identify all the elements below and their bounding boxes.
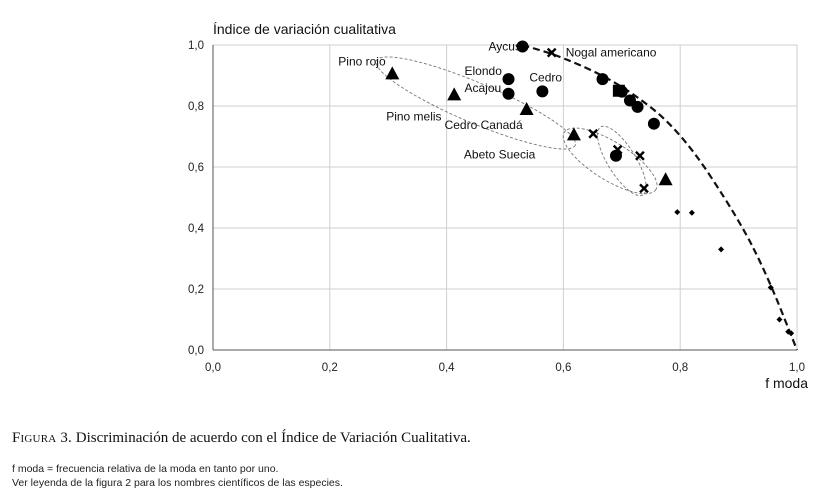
y-tick-label: 1,0 xyxy=(188,40,204,52)
point-labels: Aycus Nogal americano Pino rojo Elondo Cedro… xyxy=(338,40,656,162)
cross-stroke xyxy=(635,150,645,161)
group-ellipse xyxy=(562,127,658,195)
diamond-marker xyxy=(688,209,695,216)
cross-marker xyxy=(546,47,557,58)
circle-marker xyxy=(502,73,515,86)
theoretical-curve xyxy=(522,43,799,351)
grid xyxy=(213,44,798,350)
x-tick-label: 0,0 xyxy=(205,362,221,374)
x-axis-label: f moda xyxy=(765,375,808,391)
figure-caption-label: Figura 3. xyxy=(12,430,72,446)
cross-marker xyxy=(612,144,623,155)
point-label: Acajou xyxy=(465,81,502,95)
point-label: Abeto Suecia xyxy=(464,147,536,161)
x-tick-label: 0,4 xyxy=(439,362,456,374)
triangle-marker xyxy=(447,87,462,101)
figure-caption: Figura 3. Discriminación de acuerdo con … xyxy=(12,430,812,447)
cross-stroke xyxy=(588,128,599,139)
x-tick-label: 0,2 xyxy=(322,362,338,374)
point-label: Nogal americano xyxy=(566,46,657,60)
point-label: Pino melis xyxy=(386,109,441,123)
triangle-marker xyxy=(385,66,400,80)
note-legend-reference: Ver leyenda de la figura 2 para los nomb… xyxy=(12,477,343,489)
diamond-marker xyxy=(674,209,681,216)
triangle-marker xyxy=(566,127,581,141)
circle-marker xyxy=(631,100,644,113)
triangle-marker xyxy=(519,102,534,116)
triangle-marker xyxy=(658,172,673,186)
figure-caption-text: Discriminación de acuerdo con el Índice … xyxy=(75,430,471,446)
group-ellipses xyxy=(375,56,658,197)
circle-marker xyxy=(596,73,609,86)
cross-stroke xyxy=(546,47,557,58)
cross-marker xyxy=(639,183,649,194)
y-tick-label: 0,4 xyxy=(188,223,205,235)
square-marker xyxy=(612,84,625,97)
cross-stroke xyxy=(639,183,649,194)
data-points xyxy=(385,40,795,337)
y-tick-label: 0,6 xyxy=(188,162,204,174)
theoretical-curve-group xyxy=(522,43,799,351)
cross-marker xyxy=(588,128,599,139)
group-ellipse xyxy=(375,56,576,150)
group-ellipse xyxy=(597,125,647,197)
point-label: Pino rojo xyxy=(338,54,386,68)
circle-marker xyxy=(647,117,660,130)
note-f-moda: f moda = frecuencia relativa de la moda … xyxy=(12,463,279,475)
axes: 0,0 0,2 0,4 0,6 0,8 1,0 0,0 0,2 0,4 0,6 0,8 1,0 xyxy=(188,40,805,374)
cross-marker xyxy=(635,150,645,161)
point-label: Aycus xyxy=(489,40,521,54)
circle-marker xyxy=(502,87,515,100)
cross-stroke xyxy=(612,144,623,155)
point-label: Cedro xyxy=(529,70,562,84)
x-tick-label: 1,0 xyxy=(789,362,805,374)
x-tick-label: 0,8 xyxy=(672,362,688,374)
diamond-marker xyxy=(788,330,795,337)
diamond-marker xyxy=(776,316,783,323)
point-label: Cedro Canadá xyxy=(445,118,523,132)
diamond-marker xyxy=(767,284,774,291)
circle-marker xyxy=(516,40,529,53)
x-tick-label: 0,6 xyxy=(555,362,571,374)
y-axis-label: Índice de variación cualitativa xyxy=(213,21,396,37)
chart: 0,0 0,2 0,4 0,6 0,8 1,0 0,0 0,2 0,4 0,6 0,8 1,0 Ayc… xyxy=(188,21,808,391)
diamond-marker xyxy=(718,246,725,253)
circle-marker xyxy=(536,85,549,98)
point-label: Elondo xyxy=(465,64,503,78)
y-tick-label: 0,2 xyxy=(188,284,204,296)
y-tick-label: 0,8 xyxy=(188,101,204,113)
y-tick-label: 0,0 xyxy=(188,345,204,357)
